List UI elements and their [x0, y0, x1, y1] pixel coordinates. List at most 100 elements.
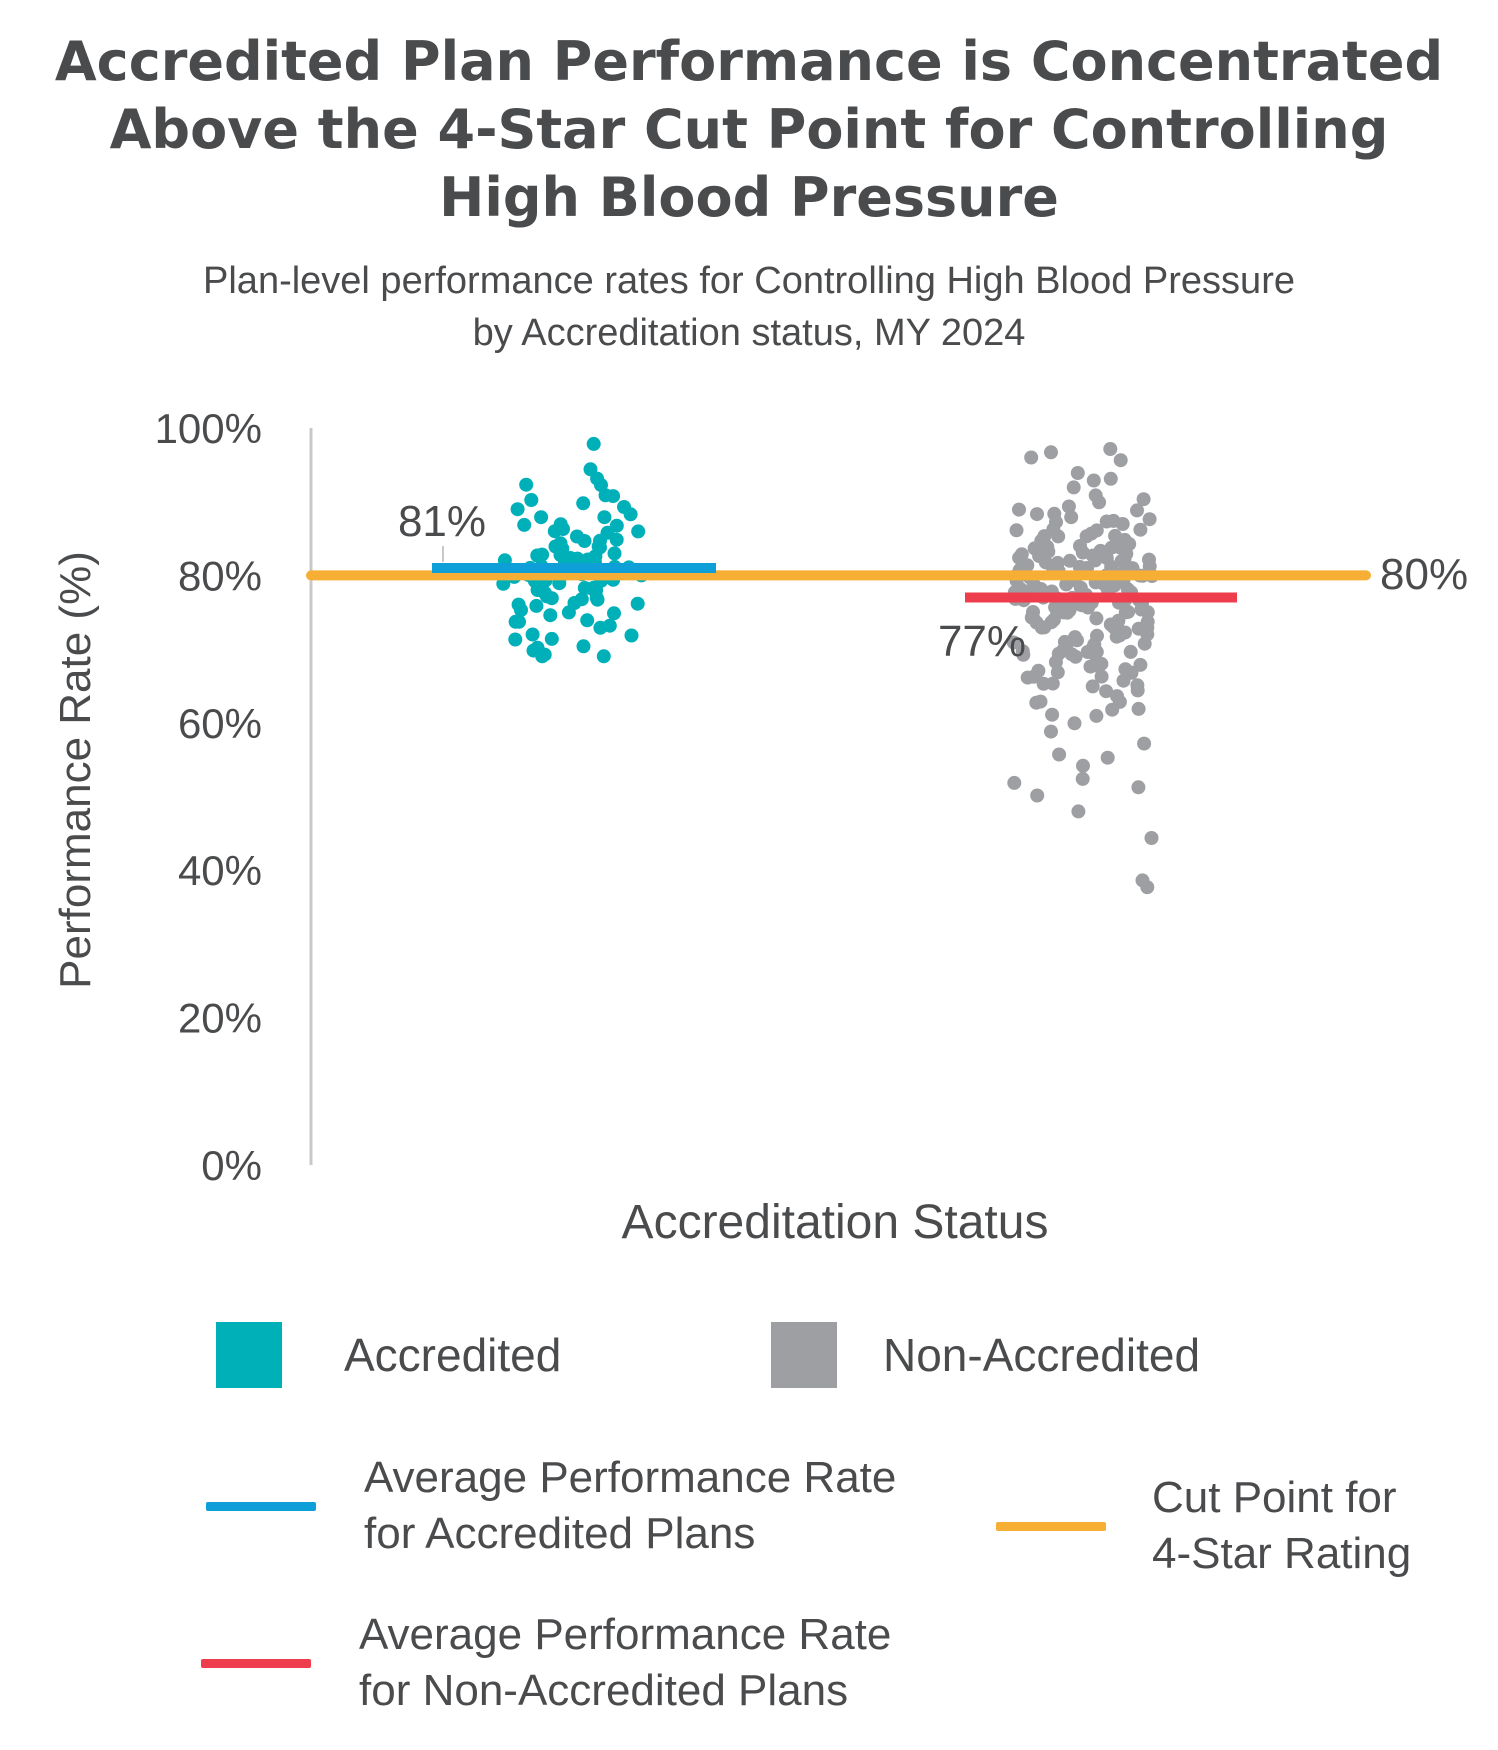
non-accredited-point — [1131, 701, 1146, 716]
non-accredited-point — [1083, 659, 1098, 674]
accredited-point — [535, 649, 550, 664]
chart-title-line-2: Above the 4-Star Cut Point for Controlli… — [109, 98, 1389, 161]
non-accredited-point — [1060, 605, 1075, 620]
non-accredited-point — [1030, 788, 1045, 803]
non-accredited-point — [1044, 724, 1058, 739]
legend-avg-accredited-line-2: for Accredited Plans — [364, 1509, 756, 1558]
non-accredited-point — [1099, 514, 1114, 529]
non-accredited-point — [1061, 499, 1076, 514]
non-accredited-point — [1070, 466, 1085, 480]
y-axis-label: Performance Rate (%) — [51, 551, 100, 989]
non-accredited-point — [1116, 673, 1131, 688]
accredited-point — [517, 517, 532, 532]
accredited-point — [607, 546, 622, 561]
non-accredited-point — [1037, 529, 1052, 544]
legend-cut-point: Cut Point for 4-Star Rating — [996, 1470, 1411, 1582]
accredited-points — [496, 436, 649, 664]
non-accredited-point — [1034, 620, 1049, 635]
accredited-point — [556, 522, 570, 536]
accredited-point — [576, 639, 591, 654]
reference-lines — [306, 546, 1371, 603]
non-accredited-point — [1020, 558, 1035, 573]
legend-avg-non-accredited-swatch — [201, 1658, 311, 1668]
accredited-point — [607, 606, 621, 621]
accredited-point — [563, 551, 578, 565]
non-accredited-point — [1137, 636, 1152, 651]
legend-avg-non-accredited-line-2: for Non-Accredited Plans — [359, 1666, 849, 1715]
non-accredited-point — [1009, 523, 1024, 538]
chart-subtitle-line-1: Plan-level performance rates for Control… — [203, 260, 1295, 302]
non-accredited-point — [1092, 495, 1107, 510]
non-accredited-point — [1066, 480, 1081, 495]
accredited-point — [514, 603, 528, 617]
non-accredited-point — [1103, 442, 1118, 456]
accredited-point — [593, 620, 608, 635]
accredited-point — [596, 649, 611, 664]
accredited-point — [510, 502, 525, 517]
non-accredited-point — [1103, 617, 1118, 632]
reference-labels: 81% 77% 80% — [398, 497, 1468, 666]
legend-avg-non-accredited: Average Performance Rate for Non-Accredi… — [201, 1607, 891, 1719]
non-accredited-point — [1086, 473, 1101, 488]
non-accredited-point — [1075, 771, 1090, 786]
legend-accredited-swatch — [216, 1322, 282, 1388]
non-accredited-point — [1033, 694, 1048, 709]
non-accredited-point — [1051, 529, 1066, 544]
legend-avg-accredited-line-1: Average Performance Rate — [364, 1453, 897, 1502]
non-accredited-point — [1094, 656, 1109, 671]
non-accredited-point — [1118, 625, 1132, 640]
non-accredited-point — [1144, 831, 1159, 845]
non-accredited-point — [1050, 665, 1065, 680]
accredited-point — [589, 590, 604, 605]
non-accredited-point — [1016, 647, 1031, 662]
legend-non-accredited-swatch — [771, 1322, 837, 1388]
accredited-point — [529, 598, 544, 613]
non-accredited-point — [1085, 679, 1100, 694]
y-tick-label: 100% — [155, 405, 262, 452]
non-accredited-point — [1121, 604, 1136, 619]
legend-cut-point-line-2: 4-Star Rating — [1152, 1529, 1412, 1578]
non-accredited-point — [1137, 736, 1152, 751]
x-axis-label: Accreditation Status — [622, 1196, 1049, 1249]
chart-title: Accredited Plan Performance is Concentra… — [0, 28, 1498, 232]
non-accredited-point — [1006, 635, 1021, 650]
non-accredited-point — [1115, 517, 1130, 531]
accredited-point — [524, 493, 539, 507]
legend-accredited: Accredited — [216, 1322, 561, 1388]
legend-avg-accredited-label: Average Performance Rate for Accredited … — [364, 1450, 896, 1562]
non-accredited-point — [1007, 775, 1022, 790]
non-accredited-point — [1094, 669, 1109, 684]
non-accredited-point — [1134, 602, 1149, 617]
chart-subtitle-line-2: by Accreditation status, MY 2024 — [472, 312, 1026, 354]
non-accredited-point — [1089, 611, 1104, 626]
non-accredited-point — [1133, 522, 1148, 537]
legend-cut-point-swatch — [996, 1521, 1106, 1531]
accredited-point — [609, 532, 624, 547]
avg-accredited-label: 81% — [398, 497, 486, 546]
legend-avg-accredited: Average Performance Rate for Accredited … — [206, 1450, 896, 1562]
accredited-point — [580, 613, 595, 628]
accredited-point — [543, 608, 558, 623]
non-accredited-point — [1123, 644, 1138, 659]
y-tick-label: 40% — [178, 847, 262, 894]
legend-accredited-label: Accredited — [344, 1329, 562, 1381]
legend-non-accredited-label: Non-Accredited — [883, 1329, 1201, 1381]
non-accredited-point — [1067, 716, 1082, 731]
non-accredited-point — [1113, 453, 1128, 468]
non-accredited-point — [1041, 544, 1056, 559]
legend-avg-non-accredited-line-1: Average Performance Rate — [359, 1610, 892, 1659]
accredited-point — [606, 489, 621, 504]
accredited-point — [624, 628, 639, 643]
scatter-chart: 0%20%40%60%80%100% Performance Rate (%) … — [51, 405, 1468, 1249]
accredited-point — [544, 591, 559, 606]
non-accredited-point — [1044, 445, 1058, 460]
legend-avg-non-accredited-label: Average Performance Rate for Non-Accredi… — [359, 1607, 891, 1719]
accredited-point — [519, 477, 534, 492]
non-accredited-point — [1142, 512, 1157, 527]
legend-cut-point-line-1: Cut Point for — [1152, 1473, 1397, 1522]
legend-cut-point-label: Cut Point for 4-Star Rating — [1152, 1470, 1411, 1582]
non-accredited-point — [1118, 662, 1133, 677]
chart-title-line-3: High Blood Pressure — [439, 166, 1059, 229]
accredited-point — [512, 614, 526, 629]
legend-avg-accredited-swatch — [206, 1501, 316, 1511]
